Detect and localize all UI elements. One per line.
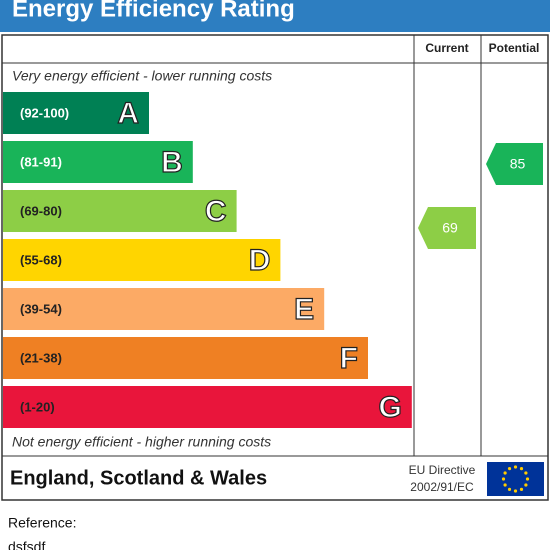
eu-star (524, 483, 528, 487)
reference-value: dsfsdf (8, 539, 45, 550)
eu-star (501, 477, 506, 481)
band (3, 386, 412, 428)
band-range: (21-38) (20, 350, 62, 365)
eu-stars (501, 465, 530, 493)
band (3, 288, 325, 330)
band (3, 190, 237, 232)
band-letter: A (117, 97, 139, 130)
eu-star (519, 467, 524, 471)
band-letter: D (249, 244, 271, 277)
band-letter: E (294, 293, 314, 326)
band-letter: B (161, 146, 183, 179)
band-range: (81-91) (20, 154, 62, 169)
band-range: (92-100) (20, 105, 69, 120)
frame (1, 34, 549, 501)
region: England, Scotland & Wales (10, 467, 267, 489)
eu-star (503, 471, 507, 475)
eu-star (507, 487, 512, 491)
bottom-note: Not energy efficient - higher running co… (12, 434, 271, 450)
band-letter: C (205, 195, 227, 228)
column-header: Current (425, 41, 468, 55)
eu-star (524, 471, 528, 475)
title: Energy Efficiency Rating (12, 0, 295, 22)
rating-value: 69 (442, 220, 458, 236)
eu-star (513, 489, 518, 493)
band-range: (69-80) (20, 203, 62, 218)
directive: EU Directive (409, 463, 476, 477)
band-letter: G (378, 391, 401, 424)
band-letter: F (340, 342, 358, 375)
directive-code: 2002/91/EC (410, 480, 474, 494)
eu-star (519, 487, 524, 491)
band-range: (39-54) (20, 301, 62, 316)
eu-star (507, 467, 512, 471)
band (3, 92, 149, 134)
eu-star (513, 465, 518, 469)
reference-label: Reference: (8, 515, 76, 531)
column-header: Potential (489, 41, 540, 55)
band (3, 239, 281, 281)
eu-star (503, 483, 507, 487)
rating-value: 85 (510, 156, 526, 172)
eu-star (525, 477, 530, 481)
band-range: (1-20) (20, 399, 55, 414)
rating-arrow (486, 143, 543, 185)
title-bar (0, 0, 550, 32)
band-range: (55-68) (20, 252, 62, 267)
band (3, 141, 193, 183)
band (3, 337, 368, 379)
rating-arrow (418, 207, 476, 249)
top-note: Very energy efficient - lower running co… (12, 68, 272, 84)
